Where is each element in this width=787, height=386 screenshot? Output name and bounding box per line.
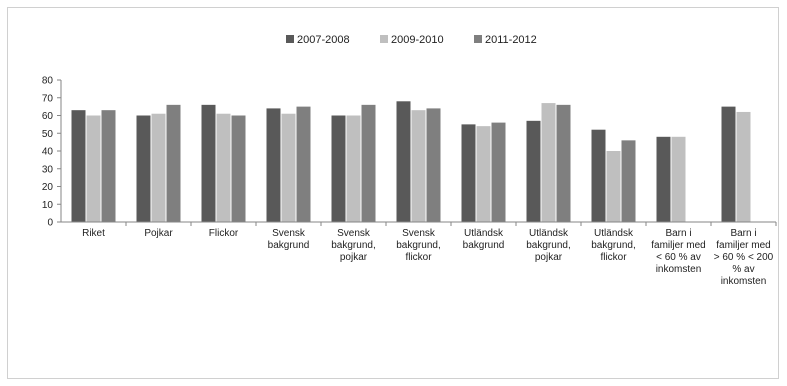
- y-tick-label: 0: [47, 218, 53, 229]
- bar-2009-2010-5: [346, 115, 361, 222]
- legend: 2007-2008 2009-2010 2011-2012: [286, 34, 537, 46]
- legend-label-3: 2011-2012: [485, 34, 537, 46]
- bar-2007-2008-1: [71, 110, 86, 222]
- bar-2007-2008-7: [461, 124, 476, 222]
- bar-2009-2010-11: [736, 111, 751, 222]
- bar-2011-2012-4: [296, 106, 311, 222]
- x-category-label: Riket: [82, 228, 105, 239]
- x-category-label: Svensk bakgrund, flickor: [396, 228, 440, 263]
- bar-2007-2008-3: [201, 104, 216, 222]
- bar-2009-2010-10: [671, 136, 686, 222]
- bar-2009-2010-4: [281, 113, 296, 222]
- y-tick-label: 60: [42, 111, 54, 122]
- bar-2011-2012-6: [426, 108, 441, 222]
- x-category-label: Pojkar: [144, 228, 173, 239]
- bar-chart: 2007-2008 2009-2010 2011-2012 0 10 20 30 40 50 6…: [42, 34, 777, 287]
- legend-swatch-2: [380, 35, 388, 43]
- bar-2007-2008-2: [136, 115, 151, 222]
- bar-2011-2012-7: [491, 122, 506, 222]
- x-category-label: Utländsk bakgrund, pojkar: [526, 228, 570, 263]
- bar-2011-2012-5: [361, 104, 376, 222]
- x-category-label: Utländsk bakgrund: [463, 228, 505, 251]
- bars: [71, 101, 751, 222]
- legend-swatch-1: [286, 35, 294, 43]
- x-category-label: Flickor: [209, 228, 239, 239]
- x-category-label: Svensk bakgrund, pojkar: [331, 228, 375, 263]
- bar-2011-2012-1: [101, 110, 116, 222]
- bar-2009-2010-1: [86, 115, 101, 222]
- x-category-label: Utländsk bakgrund, flickor: [591, 228, 635, 263]
- legend-label-1: 2007-2008: [297, 34, 350, 46]
- bar-2011-2012-9: [621, 140, 636, 222]
- legend-label-2: 2009-2010: [391, 34, 444, 46]
- bar-2009-2010-6: [411, 110, 426, 222]
- bar-2011-2012-3: [231, 115, 246, 222]
- bar-2009-2010-7: [476, 126, 491, 222]
- y-tick-label: 10: [42, 200, 54, 211]
- bar-2009-2010-2: [151, 113, 166, 222]
- y-tick-label: 40: [42, 147, 54, 158]
- bar-2007-2008-5: [331, 115, 346, 222]
- bar-2007-2008-8: [526, 120, 541, 222]
- x-category-label: Barn i familjer med > 60 % < 200% av inkoms…: [714, 228, 774, 287]
- y-tick-label: 30: [42, 164, 54, 175]
- bar-2007-2008-11: [721, 106, 736, 222]
- bar-2009-2010-8: [541, 103, 556, 222]
- y-axis: 0 10 20 30 40 50 60 70 80: [42, 76, 62, 229]
- bar-2009-2010-9: [606, 151, 621, 222]
- legend-swatch-3: [474, 35, 482, 43]
- y-tick-label: 70: [42, 93, 54, 104]
- chart-frame: 2007-2008 2009-2010 2011-2012 0 10 20 30 40 50 6…: [7, 7, 779, 379]
- x-axis: Riket Pojkar Flickor Svensk bakgrund Svensk ba…: [61, 221, 777, 287]
- y-tick-label: 50: [42, 129, 54, 140]
- y-tick-label: 20: [42, 182, 54, 193]
- bar-2007-2008-10: [656, 136, 671, 222]
- y-tick-label: 80: [42, 76, 54, 87]
- bar-2011-2012-8: [556, 104, 571, 222]
- bar-2007-2008-6: [396, 101, 411, 222]
- bar-2007-2008-4: [266, 108, 281, 222]
- x-category-label: Barn i familjer med < 60 % av inkomsten: [651, 228, 705, 275]
- bar-2011-2012-2: [166, 104, 181, 222]
- bar-2009-2010-3: [216, 113, 231, 222]
- bar-2007-2008-9: [591, 129, 606, 222]
- x-category-label: Svensk bakgrund: [268, 228, 310, 251]
